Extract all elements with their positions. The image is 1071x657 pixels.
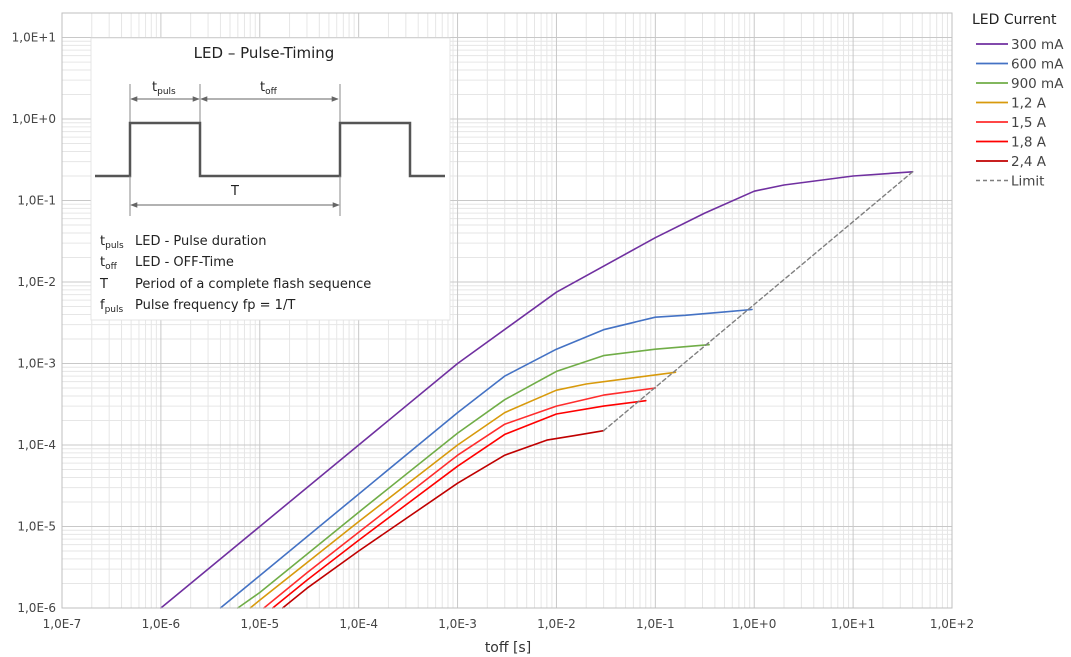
x-tick-label: 1,0E-5 bbox=[240, 617, 279, 631]
legend-label: 1,2 A bbox=[1011, 96, 1047, 112]
t-off-label: toff bbox=[260, 80, 278, 97]
y-tick-label: 1,0E-5 bbox=[17, 520, 56, 534]
definition-text: Period of a complete flash sequence bbox=[135, 277, 371, 292]
definition-text: LED - OFF-Time bbox=[135, 255, 234, 270]
series-line-900-ma bbox=[237, 343, 710, 609]
series-layer bbox=[160, 171, 914, 609]
inset-title: LED – Pulse-Timing bbox=[194, 44, 335, 62]
x-tick-label: 1,0E-4 bbox=[339, 617, 378, 631]
y-tick-label: 1,0E-1 bbox=[17, 194, 56, 208]
y-tick-label: 1,0E+1 bbox=[12, 31, 56, 45]
x-tick-label: 1,0E+1 bbox=[831, 617, 875, 631]
legend: LED Current 300 mA 600 mA 900 mA 1,2 A 1,5 A… bbox=[972, 12, 1064, 190]
pulse-waveform bbox=[95, 121, 445, 178]
legend-items: 300 mA 600 mA 900 mA 1,2 A 1,5 A 1,8 A 2,4 A Li… bbox=[976, 37, 1064, 190]
definition-symbol: tpuls bbox=[100, 234, 124, 251]
legend-label: Limit bbox=[1011, 174, 1044, 190]
y-tick-label: 1,0E-2 bbox=[17, 275, 56, 289]
x-tick-label: 1,0E-1 bbox=[636, 617, 675, 631]
y-tick-label: 1,0E-4 bbox=[17, 438, 56, 452]
series-line-600-ma bbox=[219, 308, 753, 609]
legend-title: LED Current bbox=[972, 12, 1057, 28]
series-line-1-8-a bbox=[271, 399, 647, 609]
y-tick-labels: 1,0E-6 1,0E-5 1,0E-4 1,0E-3 1,0E-2 1,0E-1 1,0E… bbox=[12, 31, 56, 615]
definition-symbol: T bbox=[99, 277, 108, 292]
x-tick-label: 1,0E-3 bbox=[438, 617, 477, 631]
x-tick-labels: 1,0E-7 1,0E-6 1,0E-5 1,0E-4 1,0E-3 1,0E-2 1,0E… bbox=[43, 617, 975, 631]
plot-frame bbox=[61, 12, 953, 609]
period-label: T bbox=[230, 184, 239, 199]
legend-label: 300 mA bbox=[1011, 37, 1064, 53]
legend-label: 1,5 A bbox=[1011, 115, 1047, 131]
x-tick-label: 1,0E+0 bbox=[732, 617, 776, 631]
definition-symbol: toff bbox=[100, 255, 118, 272]
series-line-1-5-a bbox=[263, 387, 657, 609]
series-line-1-2-a bbox=[249, 371, 677, 609]
y-tick-label: 1,0E+0 bbox=[12, 112, 56, 126]
x-axis-label: toff [s] bbox=[485, 640, 531, 656]
series-line-2-4-a bbox=[281, 429, 605, 609]
pulse-timing-inset: LED – Pulse-Timing tpuls toff T tpuls LE… bbox=[90, 37, 451, 321]
y-tick-label: 1,0E-6 bbox=[17, 601, 56, 615]
t-puls-label: tpuls bbox=[152, 80, 176, 97]
inset-panel bbox=[90, 37, 451, 321]
x-tick-label: 1,0E+2 bbox=[930, 617, 974, 631]
definition-text: Pulse frequency fp = 1/T bbox=[135, 298, 295, 313]
definition-text: LED - Pulse duration bbox=[135, 234, 267, 249]
x-tick-label: 1,0E-7 bbox=[43, 617, 82, 631]
legend-label: 600 mA bbox=[1011, 57, 1064, 73]
legend-label: 2,4 A bbox=[1011, 154, 1047, 170]
series-line-limit bbox=[602, 171, 914, 432]
legend-label: 900 mA bbox=[1011, 76, 1064, 92]
definitions-list: tpuls LED - Pulse duration toff LED - OF… bbox=[99, 234, 371, 315]
y-tick-label: 1,0E-3 bbox=[17, 357, 56, 371]
definition-symbol: fpuls bbox=[100, 298, 123, 315]
x-tick-label: 1,0E-2 bbox=[537, 617, 576, 631]
x-tick-label: 1,0E-6 bbox=[142, 617, 181, 631]
legend-label: 1,8 A bbox=[1011, 135, 1047, 151]
series-line-300-ma bbox=[160, 171, 914, 609]
